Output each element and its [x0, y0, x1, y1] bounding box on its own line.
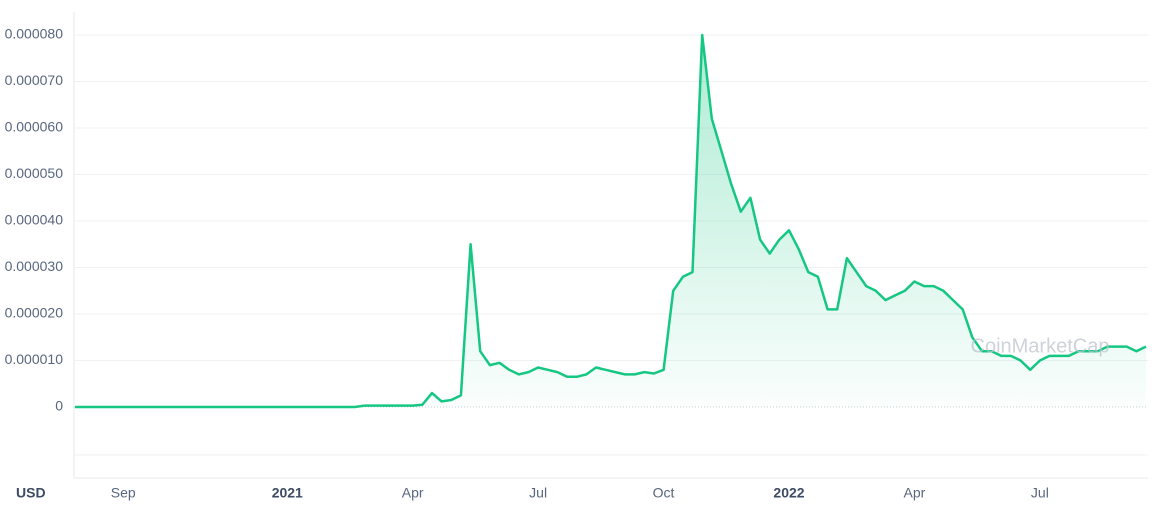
watermark: CoinMarketCap	[971, 335, 1110, 357]
x-tick-label: 2021	[272, 485, 303, 501]
x-tick-label: Jul	[1031, 485, 1049, 501]
price-line	[75, 33, 1147, 409]
x-tick-label: Oct	[653, 485, 675, 501]
y-tick-label: 0.000050	[5, 165, 64, 181]
y-tick-label: 0	[55, 398, 63, 414]
y-tick-label: 0.000030	[5, 258, 64, 274]
y-tick-label: 0.000020	[5, 305, 64, 321]
x-tick-label: Jul	[529, 485, 547, 501]
y-tick-label: 0.000080	[5, 26, 64, 42]
y-tick-label: 0.000070	[5, 72, 64, 88]
y-tick-label: 0.000010	[5, 351, 64, 367]
y-tick-label: 0.000040	[5, 212, 64, 228]
area	[75, 35, 1146, 407]
x-tick-label: Sep	[111, 485, 136, 501]
y-tick-label: 0.000060	[5, 119, 64, 135]
currency-label: USD	[16, 485, 46, 501]
x-tick-label: Apr	[402, 485, 424, 501]
x-tick-label: Apr	[904, 485, 926, 501]
x-tick-label: 2022	[773, 485, 804, 501]
